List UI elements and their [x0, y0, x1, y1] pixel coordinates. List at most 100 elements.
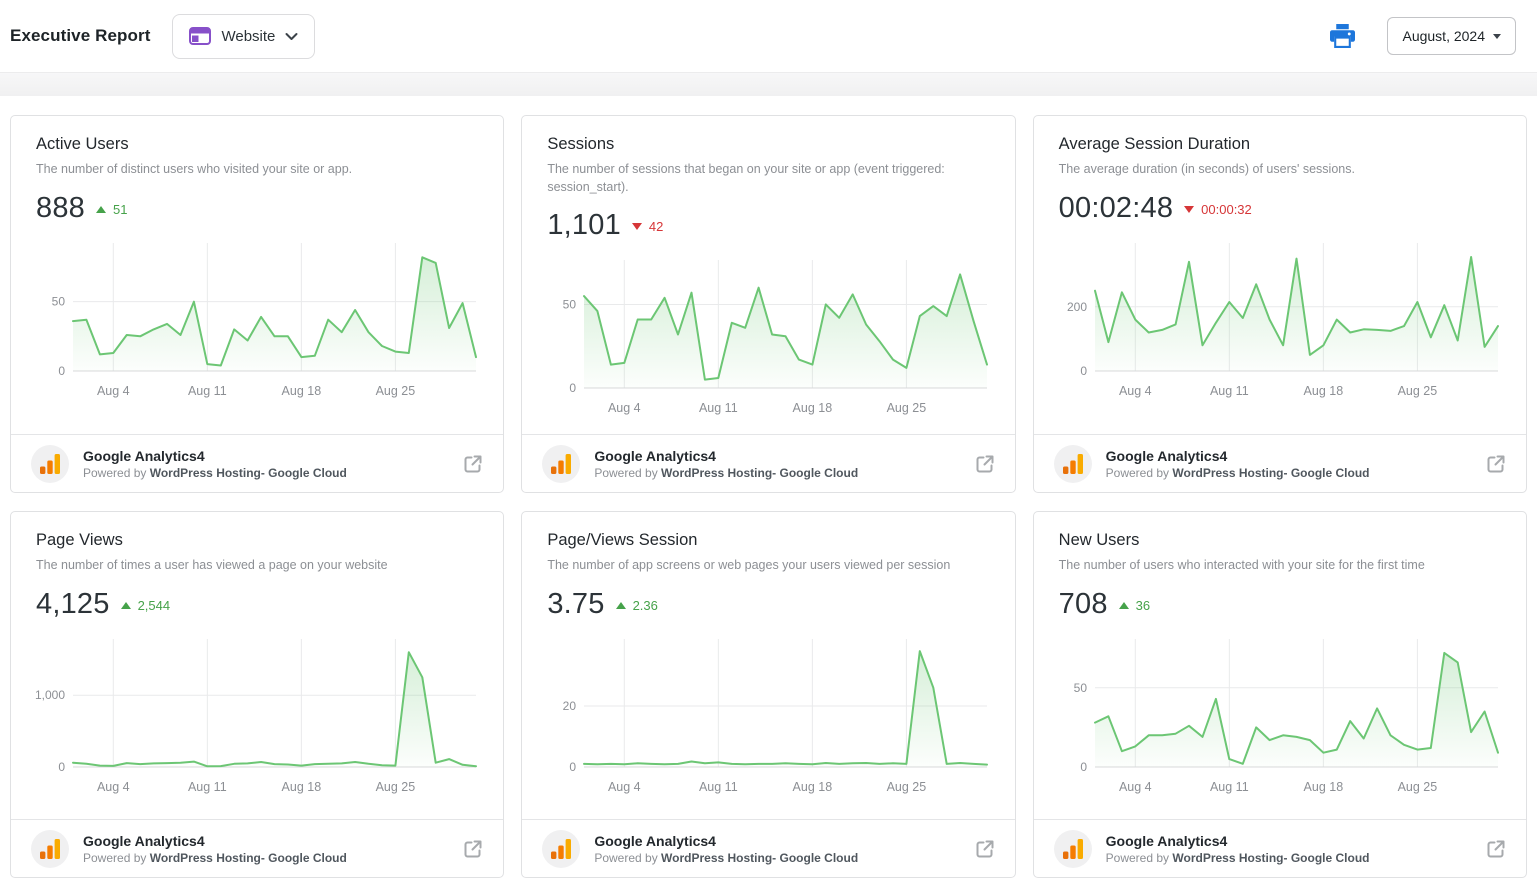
svg-text:20: 20 — [563, 699, 577, 713]
svg-text:Aug 25: Aug 25 — [887, 780, 927, 794]
svg-text:Aug 4: Aug 4 — [97, 384, 130, 398]
svg-text:Aug 18: Aug 18 — [1304, 384, 1344, 398]
source-text: Google Analytics4 Powered by WordPress H… — [1106, 448, 1370, 480]
source-powered-by: Powered by WordPress Hosting- Google Clo… — [1106, 851, 1370, 865]
browser-window-icon — [189, 27, 212, 45]
svg-text:0: 0 — [1081, 364, 1088, 378]
powered-by-provider: WordPress Hosting- Google Cloud — [1172, 850, 1370, 865]
svg-text:Aug 25: Aug 25 — [887, 401, 927, 415]
card-footer: Google Analytics4 Powered by WordPress H… — [522, 819, 1015, 877]
svg-text:Aug 25: Aug 25 — [375, 384, 415, 398]
svg-text:0: 0 — [569, 760, 576, 774]
source-powered-by: Powered by WordPress Hosting- Google Clo… — [594, 851, 858, 865]
svg-text:Aug 4: Aug 4 — [1119, 780, 1152, 794]
external-link-icon[interactable] — [463, 454, 483, 474]
metric-value-row: 1,101 42 — [547, 209, 989, 242]
page-title: Executive Report — [10, 26, 151, 45]
card-body: Page/Views Session The number of app scr… — [522, 512, 1014, 621]
powered-by-prefix: Powered by — [1105, 850, 1170, 865]
metric-card: Sessions The number of sessions that beg… — [521, 115, 1016, 493]
external-link-icon[interactable] — [975, 454, 995, 474]
source-name: Google Analytics4 — [594, 832, 716, 849]
card-description: The number of distinct users who visited… — [36, 162, 353, 176]
metric-value-row: 3.75 2.36 — [547, 588, 989, 621]
svg-text:50: 50 — [1074, 680, 1088, 694]
date-range-label: August, 2024 — [1402, 28, 1485, 44]
powered-by-prefix: Powered by — [1105, 465, 1170, 480]
svg-text:Aug 4: Aug 4 — [97, 780, 130, 794]
google-analytics-logo — [1053, 444, 1092, 483]
svg-text:Aug 18: Aug 18 — [281, 384, 321, 398]
svg-text:200: 200 — [1067, 299, 1087, 313]
card-title: Page/Views Session — [547, 531, 698, 549]
external-link-icon[interactable] — [1486, 839, 1506, 859]
trend-arrow-icon — [1118, 601, 1129, 609]
card-body: Average Session Duration The average dur… — [1034, 116, 1526, 225]
trend-chart: 50 0 Aug 4 Aug 11 Aug 18 Aug 25 — [563, 260, 988, 415]
google-analytics-logo — [542, 444, 581, 483]
svg-text:Aug 11: Aug 11 — [699, 401, 738, 415]
card-footer: Google Analytics4 Powered by WordPress H… — [522, 434, 1015, 492]
card-title: Sessions — [547, 135, 615, 153]
card-body: Page Views The number of times a user ha… — [11, 512, 503, 621]
metric-delta: 00:00:32 — [1201, 201, 1252, 217]
svg-text:Aug 4: Aug 4 — [1119, 384, 1152, 398]
external-link-icon[interactable] — [975, 839, 995, 859]
metric-value-row: 888 51 — [36, 192, 478, 225]
metric-value-row: 00:02:48 00:00:32 — [1059, 192, 1501, 225]
source-text: Google Analytics4 Powered by WordPress H… — [594, 448, 858, 480]
card-title: New Users — [1058, 531, 1140, 549]
google-analytics-logo — [542, 829, 581, 868]
source-powered-by: Powered by WordPress Hosting- Google Clo… — [594, 466, 858, 480]
svg-text:Aug 4: Aug 4 — [608, 780, 641, 794]
svg-text:Aug 11: Aug 11 — [699, 780, 738, 794]
source-name: Google Analytics4 — [83, 447, 205, 464]
card-body: Sessions The number of sessions that beg… — [522, 116, 1014, 242]
source-text: Google Analytics4 Powered by WordPress H… — [83, 448, 347, 480]
card-footer: Google Analytics4 Powered by WordPress H… — [1033, 434, 1526, 492]
svg-text:0: 0 — [58, 364, 65, 378]
external-link-icon[interactable] — [1486, 454, 1506, 474]
metric-card: Average Session Duration The average dur… — [1032, 115, 1527, 493]
metric-value: 4,125 — [36, 587, 110, 620]
svg-text:0: 0 — [1081, 760, 1088, 774]
source-name: Google Analytics4 — [83, 832, 205, 849]
date-range-selector[interactable]: August, 2024 — [1387, 17, 1516, 55]
svg-text:Aug 18: Aug 18 — [793, 780, 833, 794]
svg-text:Aug 25: Aug 25 — [1398, 780, 1438, 794]
card-title: Active Users — [36, 135, 129, 153]
metric-value-row: 708 36 — [1059, 588, 1501, 621]
powered-by-prefix: Powered by — [594, 850, 658, 865]
powered-by-provider: WordPress Hosting- Google Cloud — [661, 465, 859, 480]
top-toolbar: Executive Report Website August, 2024 — [0, 0, 1537, 72]
chevron-down-icon — [285, 32, 298, 41]
trend-chart: 20 0 Aug 4 Aug 11 Aug 18 Aug 25 — [563, 638, 988, 794]
card-body: Active Users The number of distinct user… — [11, 116, 503, 225]
site-selector[interactable]: Website — [172, 13, 316, 59]
card-description: The average duration (in seconds) of use… — [1058, 162, 1355, 176]
card-body: New Users The number of users who intera… — [1034, 512, 1526, 621]
metric-delta: 51 — [113, 201, 128, 217]
source-text: Google Analytics4 Powered by WordPress H… — [1106, 833, 1370, 865]
trend-arrow-icon — [1184, 205, 1195, 213]
powered-by-prefix: Powered by — [594, 465, 658, 480]
print-button[interactable] — [1330, 24, 1356, 48]
card-description: The number of times a user has viewed a … — [36, 558, 388, 572]
svg-text:Aug 11: Aug 11 — [1210, 780, 1249, 794]
toolbar-divider-band — [0, 72, 1537, 96]
source-name: Google Analytics4 — [594, 447, 716, 464]
svg-text:1,000: 1,000 — [35, 688, 65, 702]
source-name: Google Analytics4 — [1105, 447, 1228, 464]
card-title: Average Session Duration — [1058, 135, 1251, 153]
metric-value: 1,101 — [547, 209, 621, 241]
trend-arrow-icon — [120, 601, 131, 609]
trend-chart: 50 0 Aug 4 Aug 11 Aug 18 Aug 25 — [1074, 638, 1500, 794]
caret-down-icon — [1493, 33, 1501, 39]
google-analytics-logo — [1053, 829, 1092, 868]
trend-arrow-icon — [631, 223, 642, 230]
external-link-icon[interactable] — [463, 839, 483, 859]
trend-chart: 1,000 0 Aug 4 Aug 11 Aug 18 Aug 25 — [35, 638, 477, 794]
metric-delta: 2.36 — [632, 597, 658, 613]
metric-card: Page/Views Session The number of app scr… — [521, 511, 1016, 878]
svg-text:Aug 18: Aug 18 — [793, 401, 833, 415]
